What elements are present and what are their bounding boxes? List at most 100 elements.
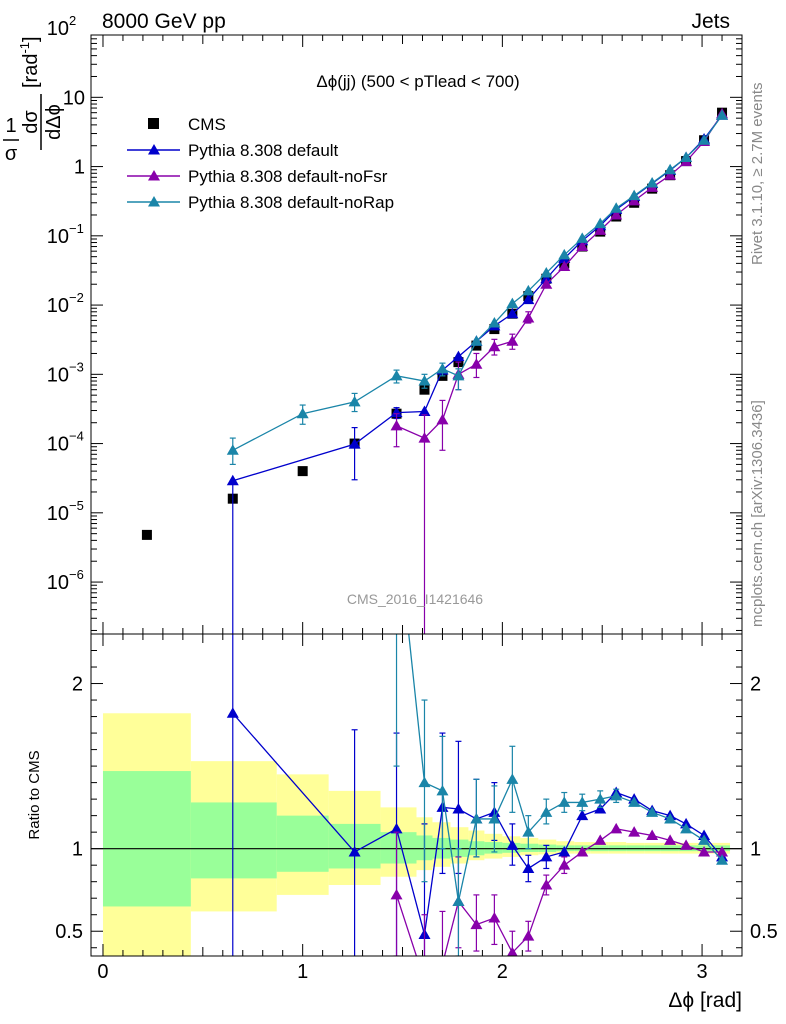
data-point — [506, 335, 519, 346]
ratio-panel: 0.5 1 2 0.5 1 2 0 1 2 3 Ratio to CMS Δϕ [rad] — [26, 633, 778, 1012]
rivet-label: Rivet 3.1.10, ≥ 2.7M events — [749, 83, 766, 266]
data-point — [297, 466, 308, 477]
series-pythia-8-308-default-norap — [226, 109, 729, 466]
data-point — [418, 405, 431, 417]
energy-label: 8000 GeV pp — [102, 10, 226, 33]
ratio-frame — [90, 633, 743, 957]
ratio-point — [522, 826, 535, 837]
main-y-tick-label: 10 — [47, 503, 69, 525]
uncertainty-band-inner — [190, 802, 277, 879]
data-point — [664, 163, 677, 175]
category-label: Jets — [691, 10, 730, 33]
main-y-tick-label: 10 — [47, 364, 69, 386]
ratio-point — [506, 773, 519, 784]
data-point — [141, 529, 152, 540]
series-line — [232, 114, 723, 451]
data-point — [390, 419, 403, 431]
ratio-point — [594, 834, 607, 845]
svg-text:1: 1 — [5, 115, 16, 137]
ratio-point — [698, 834, 711, 845]
ratio-point — [646, 829, 659, 840]
ratio-point — [594, 803, 607, 814]
ratio-point — [540, 806, 553, 817]
ratio-point — [716, 854, 729, 865]
svg-text:[rad-1]: [rad-1] — [17, 36, 42, 88]
data-point — [390, 406, 403, 418]
main-y-tick-exponent: −1 — [69, 221, 84, 236]
x-tick-label: 2 — [497, 961, 508, 983]
ratio-point — [452, 895, 465, 907]
ratio-point — [680, 822, 693, 834]
ratio-point — [628, 826, 641, 837]
uncertainty-band-inner — [102, 771, 191, 907]
ratio-point — [470, 918, 483, 930]
ratio-point — [576, 845, 589, 857]
data-point — [522, 312, 535, 323]
data-point — [296, 407, 309, 419]
x-tick-label: 3 — [696, 961, 707, 983]
ratio-y-tick-label: 2 — [72, 674, 83, 696]
main-y-tick-exponent: 2 — [69, 13, 76, 28]
ratio-point — [226, 707, 239, 718]
ratio-point — [628, 796, 641, 807]
ratio-point — [540, 850, 553, 862]
data-point — [628, 189, 641, 201]
main-y-tick-exponent: −2 — [69, 290, 84, 305]
ratio-point — [470, 812, 483, 824]
ratio-point — [522, 862, 535, 873]
data-point — [716, 109, 729, 120]
ratio-point — [664, 834, 677, 845]
data-point — [558, 248, 571, 260]
legend: CMS Pythia 8.308 default Pythia 8.308 defa… — [127, 115, 394, 212]
data-point — [664, 169, 677, 180]
ratio-y-tick-label-right: 0.5 — [750, 921, 778, 943]
ratio-point — [390, 888, 403, 900]
data-point — [576, 232, 589, 243]
data-point — [488, 340, 501, 352]
uncertainty-band-inner — [276, 815, 329, 872]
legend-label: Pythia 8.308 default-noRap — [188, 193, 394, 212]
ratio-point — [610, 789, 623, 801]
main-y-tick-exponent: −4 — [69, 429, 84, 444]
data-point — [488, 317, 501, 328]
data-point — [452, 369, 465, 381]
ratio-point — [348, 845, 361, 857]
ratio-y-tick-label-right: 2 — [750, 674, 761, 696]
mcplots-label: mcplots.cern.ch [arXiv:1306.3436] — [749, 400, 766, 627]
data-point — [226, 444, 239, 455]
ratio-point — [576, 796, 589, 807]
data-point — [348, 438, 361, 449]
ratio-series-pythia-8-308-default-norap — [393, 634, 729, 956]
data-point — [436, 413, 449, 425]
main-y-tick-label: 10 — [47, 295, 69, 317]
main-y-tick-exponent: −3 — [69, 359, 84, 374]
data-point — [390, 369, 403, 381]
data-point — [506, 297, 519, 309]
ratio-point — [418, 776, 431, 788]
ratio-point — [452, 803, 465, 814]
legend-marker — [148, 118, 159, 129]
x-axis-label: Δϕ [rad] — [668, 989, 742, 1012]
ratio-point — [418, 975, 430, 986]
ratio-point — [664, 812, 677, 824]
data-point — [610, 208, 623, 220]
data-point — [646, 176, 659, 188]
main-y-tick-label: 1 — [74, 157, 85, 179]
x-tick-label: 1 — [297, 961, 308, 983]
ratio-y-tick-label: 1 — [72, 839, 83, 861]
main-y-tick-label: 10 — [47, 572, 69, 594]
legend-label: CMS — [188, 115, 226, 134]
data-point — [558, 260, 571, 272]
main-y-tick-label: 10 — [47, 226, 69, 248]
ratio-point — [390, 822, 403, 834]
data-point — [698, 134, 711, 145]
main-y-tick-exponent: −5 — [69, 498, 84, 513]
svg-text:dσ: dσ — [20, 110, 42, 134]
data-point — [506, 307, 519, 319]
data-point — [522, 293, 535, 305]
data-point — [540, 278, 553, 289]
x-tick-label: 0 — [97, 961, 108, 983]
data-point — [594, 217, 607, 229]
main-y-tick-label: 10 — [63, 87, 85, 109]
